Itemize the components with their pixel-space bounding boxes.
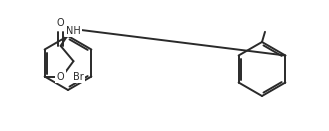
Text: NH: NH [66, 26, 81, 36]
Text: Br: Br [73, 72, 83, 81]
Text: O: O [57, 18, 64, 28]
Text: O: O [57, 72, 64, 81]
